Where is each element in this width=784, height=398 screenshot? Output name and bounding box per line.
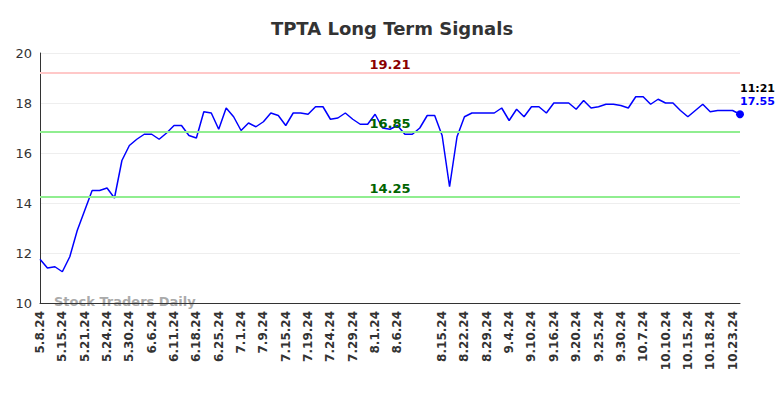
svg-text:10.18.24: 10.18.24 [703, 311, 717, 370]
svg-text:10.7.24: 10.7.24 [636, 311, 650, 362]
svg-text:8.29.24: 8.29.24 [480, 311, 494, 362]
svg-text:9.4.24: 9.4.24 [502, 311, 516, 354]
svg-text:7.29.24: 7.29.24 [346, 311, 360, 362]
svg-text:6.18.24: 6.18.24 [189, 311, 203, 362]
svg-text:6.25.24: 6.25.24 [212, 311, 226, 362]
svg-text:8.6.24: 8.6.24 [390, 311, 404, 354]
svg-text:19.21: 19.21 [369, 57, 410, 72]
svg-text:9.10.24: 9.10.24 [524, 311, 538, 362]
svg-text:14.25: 14.25 [369, 181, 410, 196]
svg-text:5.8.24: 5.8.24 [33, 311, 47, 354]
svg-text:10.10.24: 10.10.24 [659, 311, 673, 370]
svg-text:16: 16 [15, 146, 32, 161]
svg-text:9.25.24: 9.25.24 [592, 311, 606, 362]
svg-text:17.55: 17.55 [740, 95, 775, 108]
svg-text:9.16.24: 9.16.24 [547, 311, 561, 362]
svg-text:7.24.24: 7.24.24 [323, 311, 337, 362]
svg-text:7.9.24: 7.9.24 [256, 311, 270, 354]
svg-text:9.20.24: 9.20.24 [569, 311, 583, 362]
svg-text:6.11.24: 6.11.24 [167, 311, 181, 362]
svg-text:TPTA Long Term Signals: TPTA Long Term Signals [271, 18, 513, 39]
svg-text:7.15.24: 7.15.24 [279, 311, 293, 362]
svg-text:16.85: 16.85 [369, 116, 410, 131]
svg-text:5.15.24: 5.15.24 [55, 311, 69, 362]
svg-text:12: 12 [15, 246, 32, 261]
svg-text:18: 18 [15, 96, 32, 111]
svg-text:Stock Traders Daily: Stock Traders Daily [54, 294, 196, 309]
svg-text:20: 20 [15, 46, 32, 61]
svg-text:5.21.24: 5.21.24 [78, 311, 92, 362]
svg-text:14: 14 [15, 196, 32, 211]
svg-text:9.30.24: 9.30.24 [614, 311, 628, 362]
svg-text:5.24.24: 5.24.24 [100, 311, 114, 362]
svg-text:8.1.24: 8.1.24 [368, 311, 382, 354]
svg-text:7.1.24: 7.1.24 [234, 311, 248, 354]
svg-text:10.23.24: 10.23.24 [726, 311, 740, 370]
svg-text:11:21: 11:21 [740, 82, 775, 95]
svg-text:10: 10 [15, 296, 32, 311]
svg-text:8.22.24: 8.22.24 [457, 311, 471, 362]
svg-text:8.15.24: 8.15.24 [435, 311, 449, 362]
svg-text:6.6.24: 6.6.24 [145, 311, 159, 354]
svg-text:5.30.24: 5.30.24 [122, 311, 136, 362]
svg-text:10.15.24: 10.15.24 [681, 311, 695, 370]
svg-text:7.19.24: 7.19.24 [301, 311, 315, 362]
